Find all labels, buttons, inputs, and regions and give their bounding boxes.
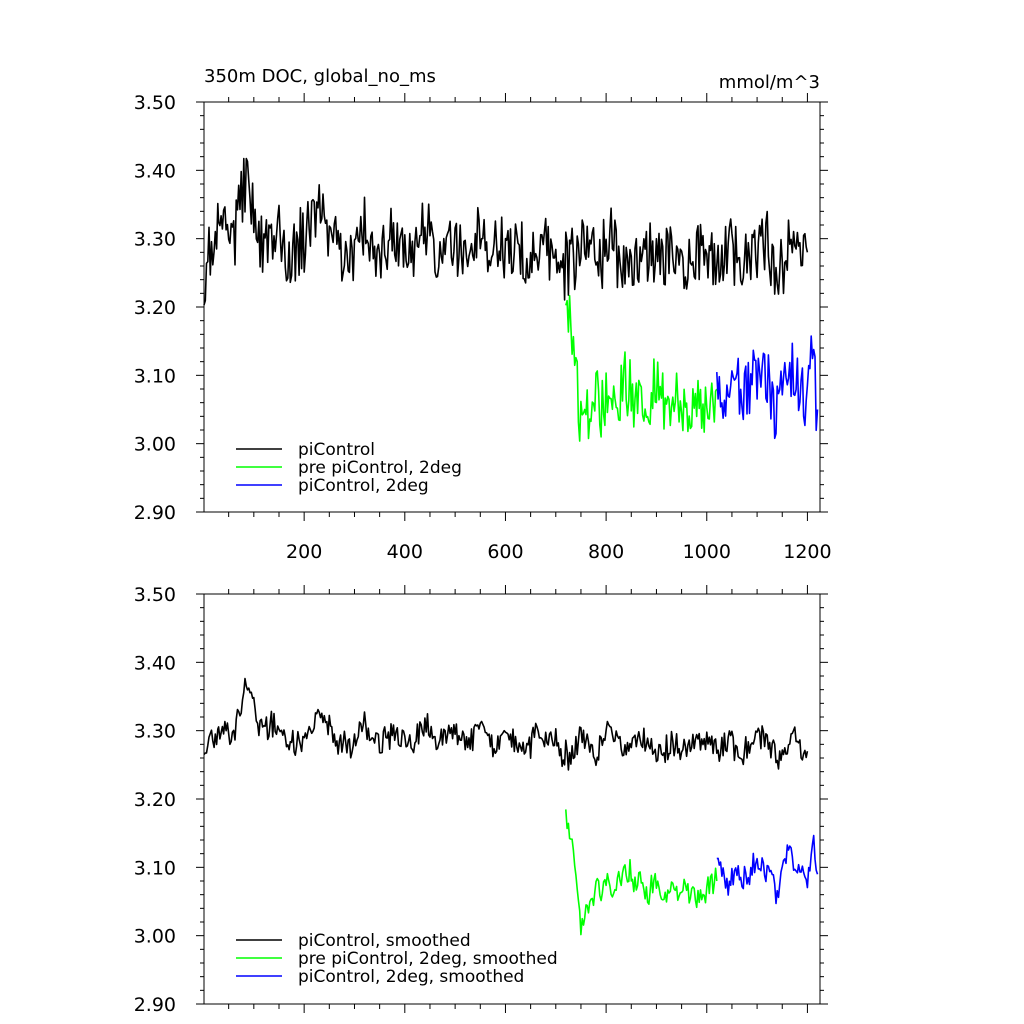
series-line	[716, 834, 819, 905]
y-tick-label: 3.40	[134, 652, 176, 674]
y-tick-label: 3.20	[134, 297, 176, 319]
legend-label: piControl, 2deg	[298, 476, 429, 496]
legend-label: piControl, smoothed	[298, 931, 471, 951]
tick-label-layer: 2.90 3.00 3.10 3.20 3.30 3.40 3.50 200 400 600 800…	[134, 92, 832, 563]
x-tick-label: 200	[286, 541, 322, 563]
legend-label: pre piControl, 2deg	[298, 458, 462, 478]
legend-label: piControl	[298, 440, 375, 460]
units-label: mmol/m^3	[719, 72, 820, 93]
x-tick-label: 600	[487, 541, 523, 563]
x-tick-label: 1000	[683, 541, 731, 563]
series-line	[565, 809, 718, 936]
plot-frame	[203, 101, 821, 513]
tick-label-layer: 2.90 3.00 3.10 3.20 3.30 3.40 3.50	[134, 584, 176, 1016]
top-chart: 350m DOC, global_no_ms mmol/m^3 2.90 3.00…	[134, 66, 832, 563]
y-tick-label: 3.30	[134, 721, 176, 743]
y-tick-label: 3.50	[134, 92, 176, 114]
y-tick-label: 3.30	[134, 229, 176, 251]
y-tick-label: 2.90	[134, 502, 176, 524]
x-tick-label: 400	[387, 541, 423, 563]
series-line	[565, 294, 718, 442]
series-line	[203, 157, 809, 306]
x-tick-label: 800	[588, 541, 624, 563]
legend-label: piControl, 2deg, smoothed	[298, 967, 524, 987]
series-line	[716, 335, 819, 440]
y-tick-label: 3.10	[134, 857, 176, 879]
y-tick-label: 3.10	[134, 365, 176, 387]
series-layer	[203, 157, 819, 442]
chart-title: 350m DOC, global_no_ms	[204, 66, 436, 87]
bottom-chart: 2.90 3.00 3.10 3.20 3.30 3.40 3.50 piControl, …	[134, 584, 828, 1016]
legend-label: pre piControl, 2deg, smoothed	[298, 949, 558, 969]
plot-frame	[203, 593, 821, 1005]
y-tick-label: 3.50	[134, 584, 176, 606]
x-tick-label: 1200	[783, 541, 831, 563]
y-tick-label: 3.00	[134, 926, 176, 948]
series-layer	[203, 677, 819, 936]
y-tick-label: 3.20	[134, 789, 176, 811]
series-line	[203, 677, 809, 771]
tick-layer	[196, 585, 828, 1013]
y-tick-label: 3.00	[134, 434, 176, 456]
y-tick-label: 3.40	[134, 160, 176, 182]
tick-layer	[196, 93, 828, 521]
y-tick-label: 2.90	[134, 994, 176, 1016]
